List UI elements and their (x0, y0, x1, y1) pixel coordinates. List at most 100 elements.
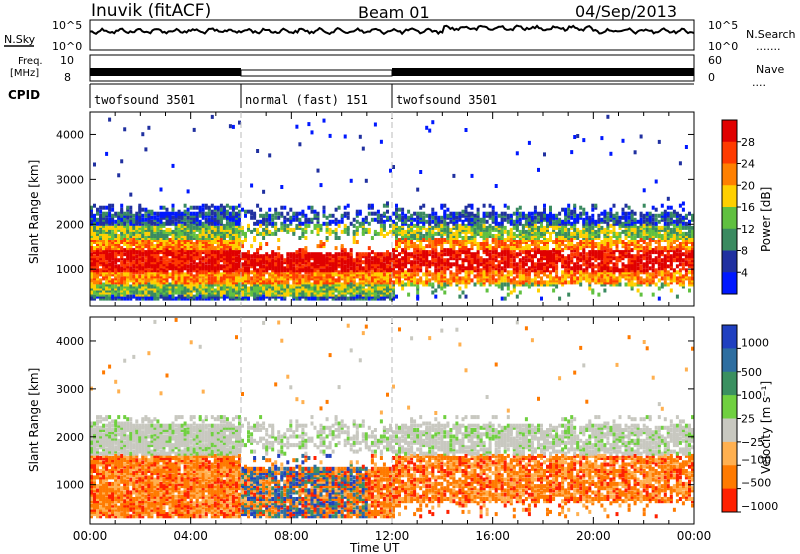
range-cell (503, 252, 507, 257)
range-cell (111, 282, 115, 287)
range-cell (431, 250, 435, 255)
range-cell (108, 276, 112, 281)
range-cell (165, 211, 169, 216)
range-cell (479, 268, 483, 273)
range-cell (401, 234, 405, 238)
range-cell (376, 213, 380, 218)
range-cell (198, 234, 202, 238)
range-cell (431, 254, 435, 259)
range-cell (268, 288, 272, 293)
range-cell (594, 244, 598, 249)
range-cell (313, 286, 317, 291)
range-cell (392, 252, 395, 257)
range-cell (518, 244, 522, 249)
range-cell (540, 256, 543, 261)
range-cell (111, 252, 115, 257)
range-cell (567, 213, 571, 218)
range-cell (546, 252, 549, 257)
range-cell (231, 282, 235, 287)
range-cell (289, 258, 293, 263)
range-cell (376, 231, 380, 236)
range-cell (105, 217, 109, 222)
range-cell (449, 242, 453, 246)
range-cell (132, 282, 136, 287)
range-cell (292, 211, 296, 216)
range-cell (253, 282, 257, 287)
range-cell (93, 284, 96, 289)
range-cell (597, 278, 601, 283)
range-cell (93, 246, 96, 251)
range-cell (422, 234, 426, 238)
range-cell (537, 225, 540, 230)
range-cell (343, 278, 347, 283)
noise-panel: N.Sky 10^5 10^0 10^5 10^0 N.Search .....… (4, 19, 796, 53)
range-cell (198, 223, 202, 228)
range-cell (458, 264, 462, 269)
range-cell (168, 213, 172, 218)
range-cell (235, 244, 238, 249)
range-cell (488, 231, 492, 236)
range-cell (395, 211, 398, 216)
range-cell (555, 219, 559, 224)
range-cell (473, 240, 477, 244)
range-cell (298, 292, 302, 297)
range-cell (132, 217, 136, 222)
range-cell (422, 211, 426, 216)
range-cell (304, 288, 308, 293)
range-cell (271, 250, 275, 255)
range-cell (361, 223, 365, 228)
range-cell (416, 284, 420, 289)
range-cell (561, 270, 565, 275)
range-cell (443, 266, 447, 271)
range-cell (346, 215, 350, 220)
range-cell (434, 231, 438, 236)
range-cell (180, 244, 184, 249)
range-cell (250, 215, 254, 220)
range-cell (250, 209, 254, 214)
range-cell (591, 244, 595, 249)
range-cell (189, 272, 193, 277)
range-cell (358, 221, 362, 226)
range-cell (398, 244, 401, 249)
range-cell (588, 282, 592, 287)
range-cell (159, 238, 163, 242)
range-cell (192, 205, 196, 210)
range-cell (413, 223, 417, 228)
range-cell (120, 266, 124, 271)
range-cell (540, 270, 543, 275)
range-cell (144, 213, 148, 218)
range-cell (416, 187, 420, 192)
range-cell (114, 292, 118, 297)
range-cell (292, 272, 296, 277)
range-cell (512, 258, 516, 263)
range-cell (410, 213, 414, 218)
range-cell (337, 292, 341, 297)
range-cell (392, 223, 395, 228)
range-cell (527, 284, 531, 289)
range-cell (343, 205, 347, 210)
range-cell (506, 270, 510, 275)
range-cell (582, 207, 586, 212)
range-cell (464, 213, 468, 218)
range-cell (331, 254, 335, 259)
range-cell (174, 272, 178, 277)
range-cell (222, 264, 226, 269)
range-cell (503, 296, 507, 301)
range-cell (413, 229, 417, 234)
range-cell (512, 219, 516, 224)
range-cell (192, 282, 196, 287)
range-cell (162, 211, 166, 216)
range-cell (555, 270, 559, 275)
range-cell (120, 272, 124, 277)
range-cell (410, 262, 414, 267)
range-cell (108, 211, 112, 216)
range-cell (579, 264, 583, 269)
range-cell (398, 276, 401, 281)
range-cell (186, 207, 190, 212)
range-cell (392, 260, 395, 265)
range-cell (376, 294, 380, 299)
range-cell (343, 213, 347, 218)
range-cell (337, 262, 341, 267)
range-cell (419, 205, 423, 210)
range-cell (283, 258, 287, 263)
